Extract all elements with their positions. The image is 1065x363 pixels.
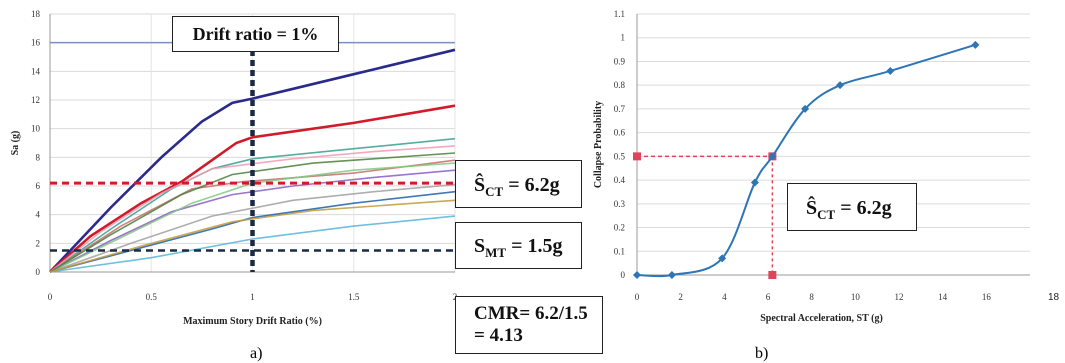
data-point [718,254,727,263]
y-tick-label: 4 [36,210,41,220]
x-tick-label: 6 [766,292,771,302]
cmr-line2: = 4.13 [474,325,523,346]
y-tick-label: 0.5 [614,151,626,161]
smt-val: = 1.5g [506,235,563,257]
smt-main: S [474,235,486,257]
drift-ratio-text: Drift ratio = 1% [192,24,319,44]
y-tick-label: 1.1 [614,9,625,19]
smt-sub: MT [485,245,507,260]
sct-sub-right: CT [817,207,836,222]
y-tick-label: 2 [36,238,41,248]
y-tick-label: 0.2 [614,223,625,233]
sct-hat: Ŝ [474,174,486,196]
y-tick-label: 0.7 [614,104,626,114]
x-axis-label: Spectral Acceleration, ST (g) [760,313,883,324]
x-tick-label: 0.5 [146,292,158,302]
y-tick-label: 0.8 [614,80,626,90]
right-chart: 0 0.1 0.2 0.3 0.4 0.5 0.6 0.7 0.8 0.9 1 1.1 0 2 4 6 8 10 1… [593,9,1030,324]
caption-b: b) [755,345,769,362]
y-tick-label: 16 [31,38,41,48]
y-tick-label: 0.6 [614,128,626,138]
x-tick-label: 1 [250,292,255,302]
x-tick-label: 0 [635,292,640,302]
y-tick-label: 6 [36,181,41,191]
x-tick-label: 14 [938,292,948,302]
data-point [801,104,810,113]
x-tick-label: 8 [809,292,814,302]
sct-val: = 6.2g [503,174,560,196]
y-tick-label: 0.4 [614,175,626,185]
page-number: 18 [1048,292,1060,303]
y-tick-label: 0.3 [614,199,626,209]
y-tick-label: 1 [621,33,626,43]
y-tick-label: 0 [621,270,626,280]
cmr-line1: CMR= 6.2/1.5 [474,303,588,324]
sct-label-right: ŜCT = 6.2g [787,183,917,231]
x-axis-label: Maximum Story Drift Ratio (%) [183,316,322,327]
collapse-fragility-curve [636,43,976,278]
data-point [836,81,845,90]
y-tick-label: 0 [36,267,41,277]
sct-hat-right: Ŝ [806,197,818,219]
y-tick-label: 12 [31,95,40,105]
ida-curve [49,145,456,273]
data-point [886,66,895,75]
x-tick-label: 16 [982,292,992,302]
data-point [667,271,676,279]
x-tick-label: 2 [678,292,683,302]
ida-curve [49,159,456,273]
ida-curve [49,162,456,273]
sct-sub: CT [485,184,504,199]
reference-marker [633,152,641,161]
x-tick-label: 10 [851,292,861,302]
cmr-label: CMR= 6.2/1.5 = 4.13 [455,296,603,354]
y-tick-label: 0.9 [614,56,626,66]
y-tick-label: 10 [31,124,41,134]
data-point [768,152,777,161]
x-tick-label: 0 [48,292,53,302]
smt-label: SMT = 1.5g [455,222,582,269]
data-point [971,40,980,49]
caption-a: a) [250,345,263,362]
x-tick-label: 4 [722,292,727,302]
y-axis-label: Collapse Probability [593,101,604,188]
ida-curve [49,104,456,273]
drift-ratio-label: Drift ratio = 1% [172,16,339,52]
y-axis-label: Sa (g) [10,131,21,156]
ida-curve [49,199,456,273]
x-tick-label: 12 [895,292,904,302]
ida-curve [49,169,456,273]
y-tick-label: 18 [31,9,41,19]
y-tick-label: 0.1 [614,246,625,256]
data-point [633,271,641,279]
ida-curve [49,183,456,273]
x-tick-label: 1.5 [348,292,360,302]
ida-curve [49,190,456,273]
y-tick-label: 14 [31,66,41,76]
reference-marker [768,271,777,279]
data-point [750,178,759,187]
sct-val-right: = 6.2g [835,197,892,219]
ida-curve [49,48,456,273]
sct-label-left: ŜCT = 6.2g [455,160,582,208]
ida-curve [49,215,456,273]
y-tick-label: 8 [36,152,41,162]
